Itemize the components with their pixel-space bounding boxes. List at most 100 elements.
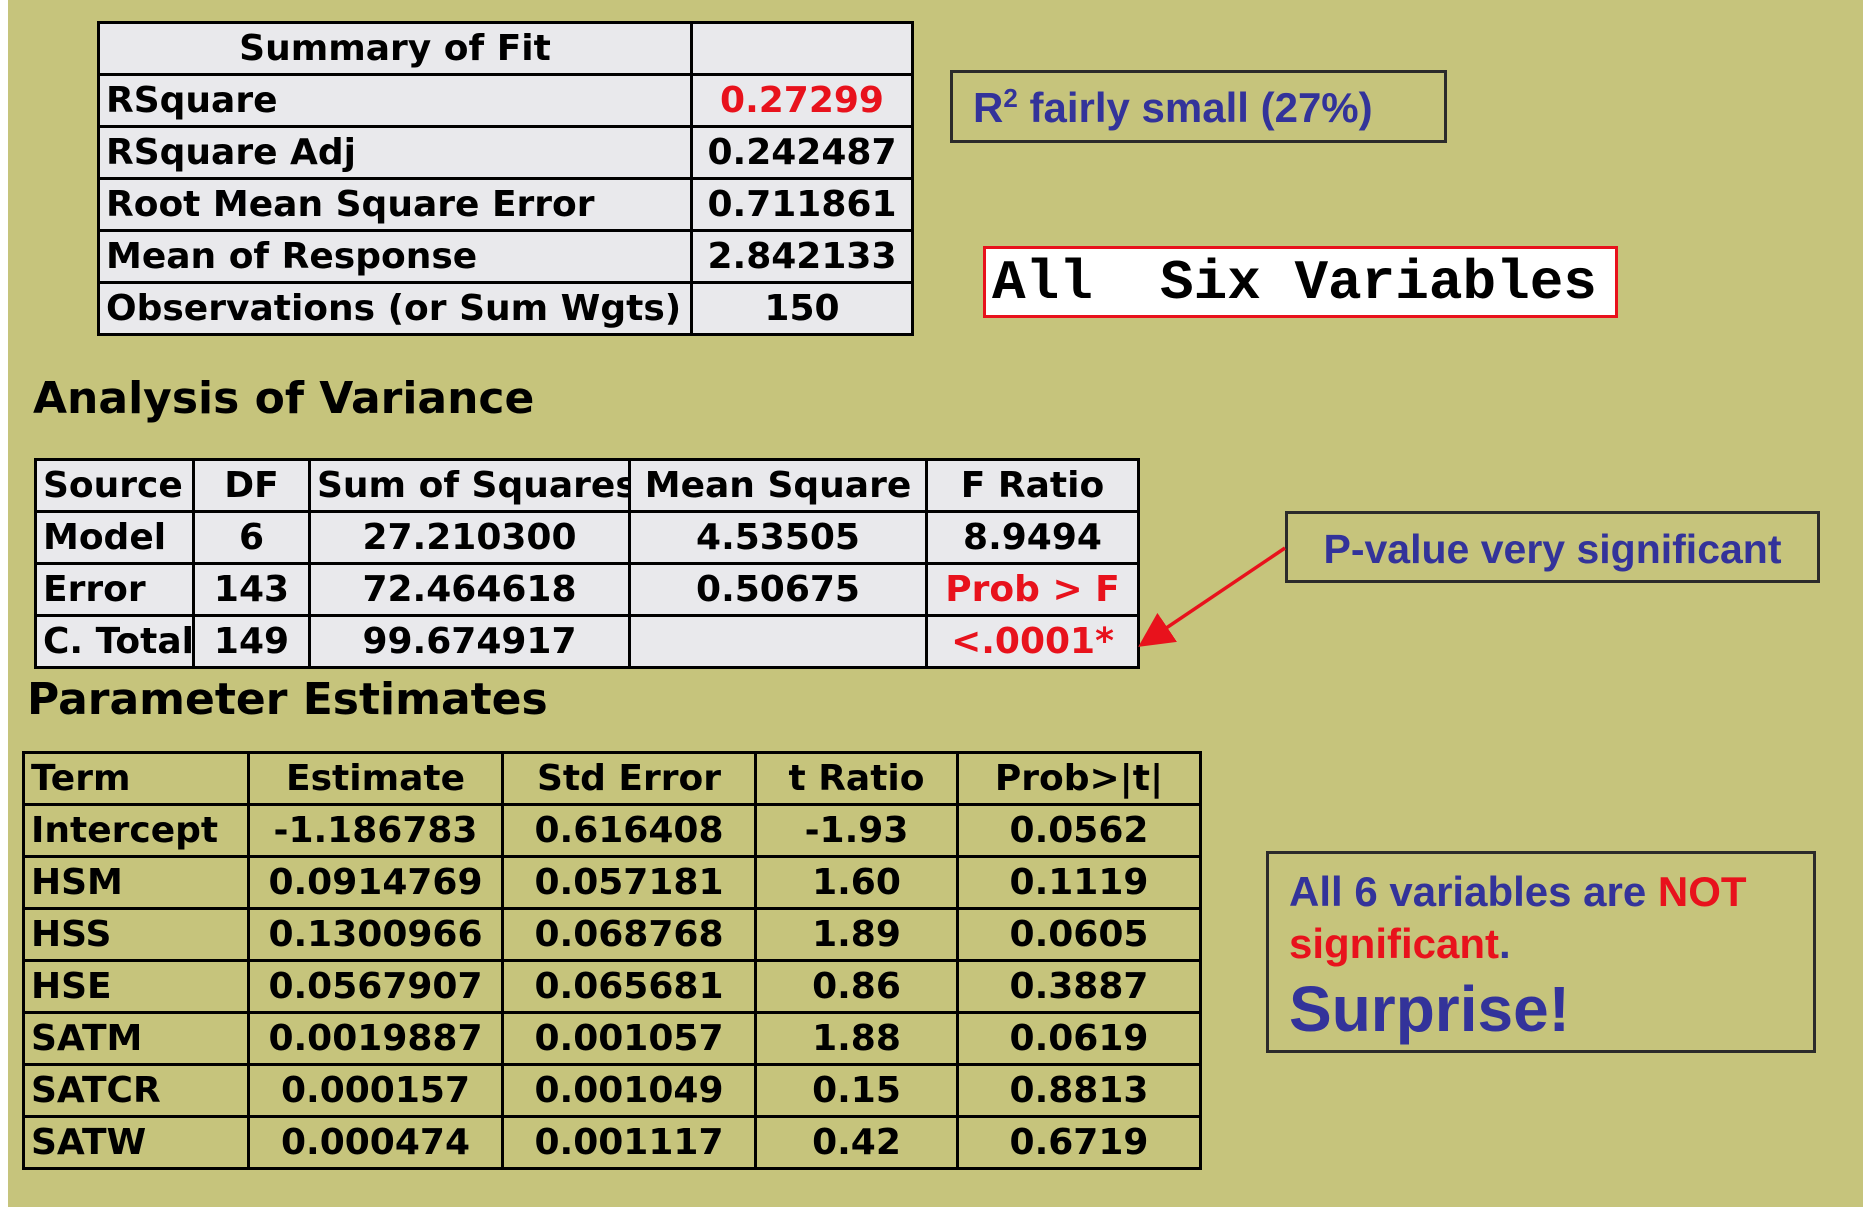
cell: 6 [192,510,311,565]
table-row: HSM 0.0914769 0.057181 1.60 0.1119 [22,855,1202,910]
six-note-not: NOT [1657,868,1747,915]
cell: 0.0019887 [247,1011,504,1066]
cell: -1.186783 [247,803,504,858]
table-row: Observations (or Sum Wgts) 150 [97,281,914,336]
column-header: Mean Square [628,458,928,513]
table-row: RSquare Adj 0.242487 [97,125,914,180]
cell: 0.8813 [956,1063,1202,1118]
table-row: Root Mean Square Error 0.711861 [97,177,914,232]
cell: 0.0605 [956,907,1202,962]
r2-text: fairly small (27%) [1017,84,1373,131]
row-label: Observations (or Sum Wgts) [97,281,693,336]
column-header: F Ratio [925,458,1140,513]
all-six-text: All Six Variables [992,251,1597,315]
surprise-text: Surprise! [1289,973,1570,1045]
cell: 0.42 [754,1115,959,1170]
anova-title: Analysis of Variance [33,373,535,424]
column-header: Prob>|t| [956,751,1202,806]
summary-of-fit-table: Summary of Fit RSquare 0.27299 RSquare A… [97,21,914,336]
summary-title: Summary of Fit [97,21,693,76]
cell: 0.15 [754,1063,959,1118]
parameter-estimates-table: Term Estimate Std Error t Ratio Prob>|t|… [22,751,1202,1170]
table-row: Intercept -1.186783 0.616408 -1.93 0.056… [22,803,1202,858]
cell: 0.0914769 [247,855,504,910]
table-row: SATCR 0.000157 0.001049 0.15 0.8813 [22,1063,1202,1118]
r2-superscript: 2 [1003,83,1018,113]
table-row: SATW 0.000474 0.001117 0.42 0.6719 [22,1115,1202,1170]
row-label: RSquare [97,73,693,128]
row-label: RSquare Adj [97,125,693,180]
cell: Intercept [22,803,250,858]
p-value: <.0001* [925,614,1140,669]
cell [628,614,928,669]
cell: 0.1300966 [247,907,504,962]
summary-header-blank [690,21,914,76]
prob-f-label: Prob > F [925,562,1140,617]
six-note-period: . [1499,920,1511,967]
cell: SATCR [22,1063,250,1118]
column-header: Std Error [501,751,757,806]
cell: 0.3887 [956,959,1202,1014]
cell: Model [34,510,195,565]
cell: 0.001117 [501,1115,757,1170]
table-row: C. Total 149 99.674917 <.0001* [34,614,1140,669]
cell: 27.210300 [308,510,631,565]
table-row: Mean of Response 2.842133 [97,229,914,284]
cell: 0.065681 [501,959,757,1014]
cell: 0.001049 [501,1063,757,1118]
cell: C. Total [34,614,195,669]
cell: 0.1119 [956,855,1202,910]
rsquare-value: 0.27299 [690,73,914,128]
cell: 0.0562 [956,803,1202,858]
table-row: HSE 0.0567907 0.065681 0.86 0.3887 [22,959,1202,1014]
cell: HSS [22,907,250,962]
column-header: Source [34,458,195,513]
column-header: t Ratio [754,751,959,806]
r2-prefix: R [973,84,1004,131]
cell: 99.674917 [308,614,631,669]
table-row: SATM 0.0019887 0.001057 1.88 0.0619 [22,1011,1202,1066]
row-label: Root Mean Square Error [97,177,693,232]
cell: 143 [192,562,311,617]
cell: SATW [22,1115,250,1170]
table-header-row: Term Estimate Std Error t Ratio Prob>|t| [22,751,1202,806]
cell: 0.000157 [247,1063,504,1118]
table-header-row: Summary of Fit [97,21,914,76]
cell: 0.0619 [956,1011,1202,1066]
row-value: 2.842133 [690,229,914,284]
cell: 0.86 [754,959,959,1014]
cell: 0.001057 [501,1011,757,1066]
cell: 0.0567907 [247,959,504,1014]
table-row: HSS 0.1300966 0.068768 1.89 0.0605 [22,907,1202,962]
table-row: RSquare 0.27299 [97,73,914,128]
cell: SATM [22,1011,250,1066]
cell: 0.000474 [247,1115,504,1170]
cell: 0.616408 [501,803,757,858]
cell: 149 [192,614,311,669]
cell: HSE [22,959,250,1014]
column-header: Sum of Squares [308,458,631,513]
cell: 8.9494 [925,510,1140,565]
cell: 0.6719 [956,1115,1202,1170]
r2-note: R2 fairly small (27%) [950,70,1447,143]
cell: 1.89 [754,907,959,962]
row-value: 0.711861 [690,177,914,232]
cell: 0.50675 [628,562,928,617]
cell: -1.93 [754,803,959,858]
table-header-row: Source DF Sum of Squares Mean Square F R… [34,458,1140,513]
row-value: 150 [690,281,914,336]
parameter-estimates-title: Parameter Estimates [27,674,548,725]
column-header: DF [192,458,311,513]
cell: 4.53505 [628,510,928,565]
column-header: Estimate [247,751,504,806]
pvalue-note: P-value very significant [1285,511,1820,583]
cell: 0.057181 [501,855,757,910]
left-edge [0,0,8,1207]
six-note-significant: significant [1289,920,1500,967]
cell: 72.464618 [308,562,631,617]
cell: 1.88 [754,1011,959,1066]
row-label: Mean of Response [97,229,693,284]
anova-table: Source DF Sum of Squares Mean Square F R… [34,458,1140,669]
table-row: Model 6 27.210300 4.53505 8.9494 [34,510,1140,565]
